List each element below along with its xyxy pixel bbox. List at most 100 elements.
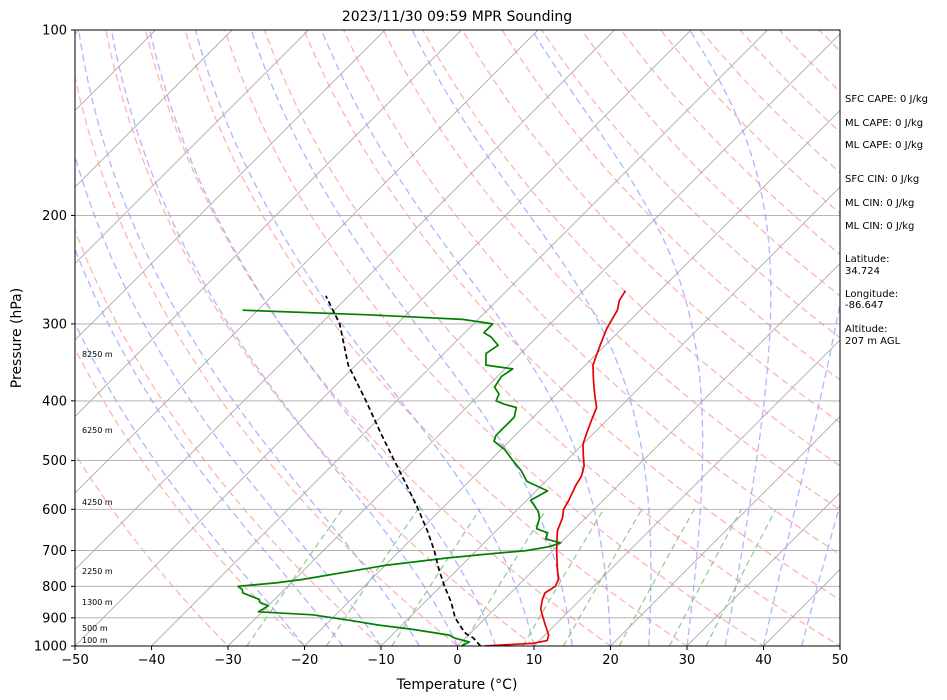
x-tick-label: −20 (291, 653, 318, 668)
dry-adiabat-line (541, 30, 840, 339)
moist-adiabat-line (77, 30, 420, 646)
y-tick-label: 600 (42, 503, 67, 518)
dry-adiabat-line (75, 347, 306, 646)
y-tick-label: 400 (42, 394, 67, 409)
mixing-ratio-line (246, 508, 343, 646)
x-tick-label: 50 (832, 653, 849, 668)
isotherm-line (75, 30, 615, 571)
mixing-ratio-line (668, 509, 742, 646)
height-label: 4250 m (82, 498, 113, 507)
dry-adiabat-line (144, 30, 612, 646)
y-tick-label: 200 (42, 209, 67, 224)
moist-adiabat-line (531, 30, 704, 646)
dry-adiabat-line (224, 30, 765, 646)
x-tick-label: 10 (526, 653, 543, 668)
y-tick-label: 800 (42, 580, 67, 595)
isotherm-line (686, 492, 840, 646)
height-label: 1300 m (82, 598, 113, 607)
plot-frame (74, 29, 841, 647)
height-label: 100 m (82, 636, 108, 645)
height-label: 6250 m (82, 426, 113, 435)
moist-adiabat-line (75, 321, 305, 646)
y-tick-label: 700 (42, 544, 67, 559)
dry-adiabat-line (105, 30, 536, 646)
x-tick-label: 0 (453, 653, 461, 668)
x-tick-label: −50 (61, 653, 88, 668)
side-panel-line: Latitude: (845, 254, 890, 265)
height-labels: 100 m 500 m 1300 m 2250 m 4250 m 6250 m 8250 m (82, 350, 113, 645)
x-tick-label: −10 (367, 653, 394, 668)
moist-adiabat-line (250, 30, 573, 646)
isotherm-line (75, 30, 386, 341)
isotherm-line (75, 30, 309, 265)
y-tick-label: 500 (42, 454, 67, 469)
chart-title: 2023/11/30 09:59 MPR Sounding (342, 9, 572, 25)
mixing-ratio-line (391, 508, 481, 646)
isotherm-line (151, 30, 768, 646)
side-panel-line: 207 m AGL (845, 336, 901, 347)
side-panel-line: 34.724 (845, 266, 880, 277)
moist-adiabat-line (762, 300, 840, 646)
y-tick-label: 900 (42, 611, 67, 626)
mixing-ratio-line (522, 508, 605, 646)
moist-adiabat-line (75, 153, 382, 646)
mixing-ratio-line (325, 508, 419, 646)
series-line-3 (325, 295, 482, 646)
moist-adiabat-line (194, 30, 535, 646)
dry-adiabat-line (303, 30, 840, 601)
y-axis-label: Pressure (hPa) (9, 288, 25, 388)
side-panel-line: ML CIN: 0 J/kg (845, 198, 914, 209)
x-tick-label: −40 (138, 653, 165, 668)
moist-adiabat-line (689, 30, 772, 646)
side-panel: SFC CAPE: 0 J/kg ML CAPE: 0 J/kg ML CAPE: … (845, 94, 928, 347)
x-axis-label: Temperature (°C) (396, 677, 518, 693)
x-tick-label: −30 (214, 653, 241, 668)
side-panel-line: ML CIN: 0 J/kg (845, 221, 914, 232)
side-panel-line: -86.647 (845, 300, 884, 311)
series-layer (237, 290, 627, 646)
y-tick-label: 300 (42, 317, 67, 332)
dry-adiabat-line (580, 30, 840, 297)
side-panel-line: SFC CAPE: 0 J/kg (845, 94, 928, 105)
isotherm-line (75, 30, 539, 494)
dry-adiabat-line (263, 30, 840, 646)
dry-adiabat-line (382, 30, 840, 511)
y-tick-label: 1000 (34, 640, 67, 655)
moist-adiabat-line (110, 30, 459, 646)
mixing-ratio-line (461, 508, 547, 646)
dry-adiabat-line (184, 30, 689, 646)
side-panel-line: ML CAPE: 0 J/kg (845, 118, 923, 129)
series-line-2 (237, 309, 562, 646)
dry-adiabat-line (75, 228, 382, 646)
isotherm-line (227, 33, 840, 646)
isotherm-line (75, 30, 692, 646)
height-label: 2250 m (82, 567, 113, 576)
dry-adiabat-line (75, 452, 229, 646)
x-tick-label: 40 (755, 653, 772, 668)
dry-adiabat-line (461, 30, 840, 424)
moist-adiabat-line (801, 502, 840, 646)
moist-adiabat-line (411, 30, 652, 646)
dry-adiabat-line (501, 30, 840, 381)
y-tick-label: 100 (42, 24, 67, 39)
isotherm-line (0, 30, 3, 646)
isotherm-line (380, 186, 840, 646)
isotherm-line (75, 30, 462, 418)
isotherm-line (533, 339, 840, 646)
side-panel-line: Altitude: (845, 324, 887, 335)
y-axis: 100 200 300 400 500 600 700 800 900 1000 (34, 24, 75, 655)
side-panel-line: SFC CIN: 0 J/kg (845, 174, 919, 185)
moist-adiabat-line (75, 247, 344, 646)
series-line-1 (484, 290, 627, 646)
mixing-ratio-line (705, 509, 777, 646)
dry-adiabat-line (75, 74, 459, 646)
height-label: 8250 m (82, 350, 113, 359)
mixing-ratio-line (562, 508, 643, 646)
x-tick-label: 20 (602, 653, 619, 668)
moist-adiabat-line (149, 30, 497, 646)
side-panel-line: ML CAPE: 0 J/kg (845, 140, 923, 151)
x-axis: −50 −40 −30 −20 −10 0 10 20 30 40 50 (61, 646, 848, 668)
isotherm-line (304, 109, 840, 646)
isotherm-line (610, 415, 840, 646)
